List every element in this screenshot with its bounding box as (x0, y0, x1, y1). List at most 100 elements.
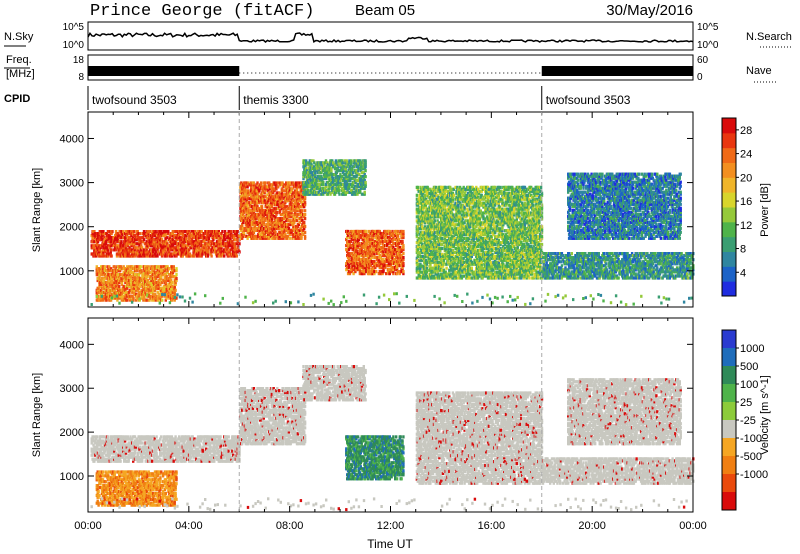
scatter-cell (132, 282, 135, 286)
scatter-cell (241, 189, 244, 193)
scatter-cell (350, 159, 353, 163)
scatter-cell (268, 213, 272, 217)
scatter-cell (270, 218, 274, 223)
scatter-cell (252, 195, 256, 199)
scatter-cell (125, 254, 129, 258)
scatter-cell (250, 189, 253, 193)
scatter-cell (103, 267, 106, 271)
scatter-cell (242, 211, 246, 215)
scatter-cell (116, 298, 119, 302)
scatter-cell (103, 290, 106, 294)
scatter-cell (240, 199, 243, 203)
scatter-cell (289, 220, 292, 225)
scatter-cell (199, 242, 202, 246)
scatter-cell (285, 183, 288, 187)
scatter-cell (106, 280, 109, 285)
scatter-cell (175, 296, 178, 300)
scatter-cell (300, 197, 303, 201)
scatter-cell (157, 250, 160, 254)
scatter-cell (255, 203, 258, 207)
scatter-cell (269, 230, 273, 234)
scatter-cell (135, 282, 138, 286)
nsky-tick-bottom: 10^0 (63, 40, 85, 51)
scatter-cell (236, 246, 239, 250)
scatter-cell (98, 236, 101, 240)
scatter-cell (150, 236, 154, 240)
scatter-cell (292, 222, 295, 227)
scatter-cell (316, 167, 320, 171)
scatter-cell (140, 250, 143, 254)
scatter-cell (245, 199, 248, 203)
scatter-cell (172, 252, 175, 256)
scatter-cell (143, 294, 146, 298)
scatter-cell (241, 232, 244, 236)
scatter-cell (228, 242, 231, 246)
scatter-cell (249, 230, 252, 234)
scatter-cell (286, 224, 290, 229)
scatter-cell (316, 163, 320, 167)
scatter-cell (241, 195, 245, 199)
scatter-cell (151, 232, 155, 236)
scatter-cell (101, 280, 105, 285)
scatter-cell (260, 232, 264, 236)
scatter-cell (299, 199, 302, 203)
scatter-cell (155, 244, 158, 248)
scatter-cell (275, 197, 278, 201)
scatter-cell (292, 234, 295, 238)
scatter-cell (138, 244, 141, 248)
scatter-cell (311, 165, 314, 169)
scatter-cell (147, 232, 150, 236)
scatter-cell (281, 181, 284, 185)
scatter-cell (228, 248, 231, 252)
scatter-cell (193, 250, 196, 254)
scatter-cell (298, 197, 301, 201)
scatter-cell (268, 222, 272, 227)
scatter-cell (296, 224, 300, 229)
scatter-cell (124, 232, 128, 236)
scatter-cell (129, 282, 132, 286)
scatter-cell (92, 234, 95, 238)
scatter-cell (285, 236, 289, 240)
scatter-cell (214, 236, 217, 240)
scatter-cell (113, 244, 116, 248)
scatter-cell (93, 240, 96, 244)
scatter-cell (294, 189, 297, 193)
scatter-cell (260, 195, 264, 199)
scatter-cell (97, 286, 100, 290)
scatter-cell (174, 246, 177, 250)
scatter-cell (157, 278, 160, 283)
scatter-cell (166, 242, 169, 246)
scatter-cell (165, 296, 168, 300)
scatter-cell (220, 248, 223, 252)
scatter-cell (114, 267, 117, 271)
scatter-cell (110, 232, 113, 236)
scatter-cell (159, 248, 163, 252)
scatter-cell (135, 280, 139, 285)
scatter-cell (126, 240, 129, 244)
scatter-cell (295, 187, 299, 191)
scatter-cell (116, 286, 119, 290)
scatter-cell (277, 217, 280, 221)
scatter-cell (250, 232, 253, 236)
scatter-cell (156, 252, 159, 256)
scatter-cell (211, 236, 214, 240)
nave-label: Nave (746, 65, 772, 77)
scatter-cell (185, 252, 188, 256)
scatter-cell (122, 265, 125, 269)
scatter-cell (271, 201, 274, 205)
scatter-cell (266, 201, 269, 205)
scatter-cell (102, 282, 106, 286)
scatter-cell (95, 254, 98, 258)
scatter-cell (143, 284, 146, 288)
scatter-cell (189, 242, 193, 246)
scatter-cell (253, 234, 256, 238)
scatter-cell (235, 232, 238, 236)
scatter-cell (256, 181, 259, 185)
scatter-cell (133, 290, 136, 294)
scatter-cell (303, 215, 306, 219)
scatter-cell (245, 207, 248, 211)
scatter-cell (162, 242, 165, 246)
scatter-cell (124, 294, 127, 298)
scatter-cell (111, 275, 115, 279)
scatter-cell (163, 248, 166, 252)
